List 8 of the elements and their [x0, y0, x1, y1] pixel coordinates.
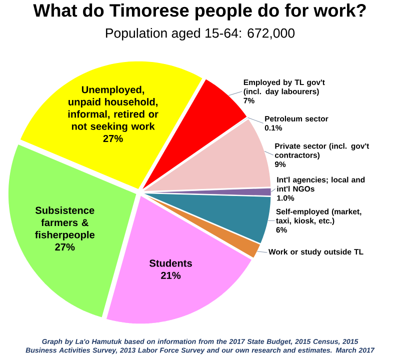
- slice-label: Unemployed, unpaid household, informal, retired or not seeking work: [68, 86, 158, 132]
- slice-label: Subsistence farmers & fisherpeople: [35, 206, 95, 241]
- slice-label: Students: [149, 260, 192, 267]
- chart-title: What do Timorese people do for work?: [33, 4, 366, 21]
- data-label: 27%: [103, 135, 123, 142]
- chart-subtitle: Population aged 15-64: 672,000: [106, 28, 295, 41]
- data-label: 21%: [161, 272, 181, 280]
- data-label: 27%: [55, 244, 75, 251]
